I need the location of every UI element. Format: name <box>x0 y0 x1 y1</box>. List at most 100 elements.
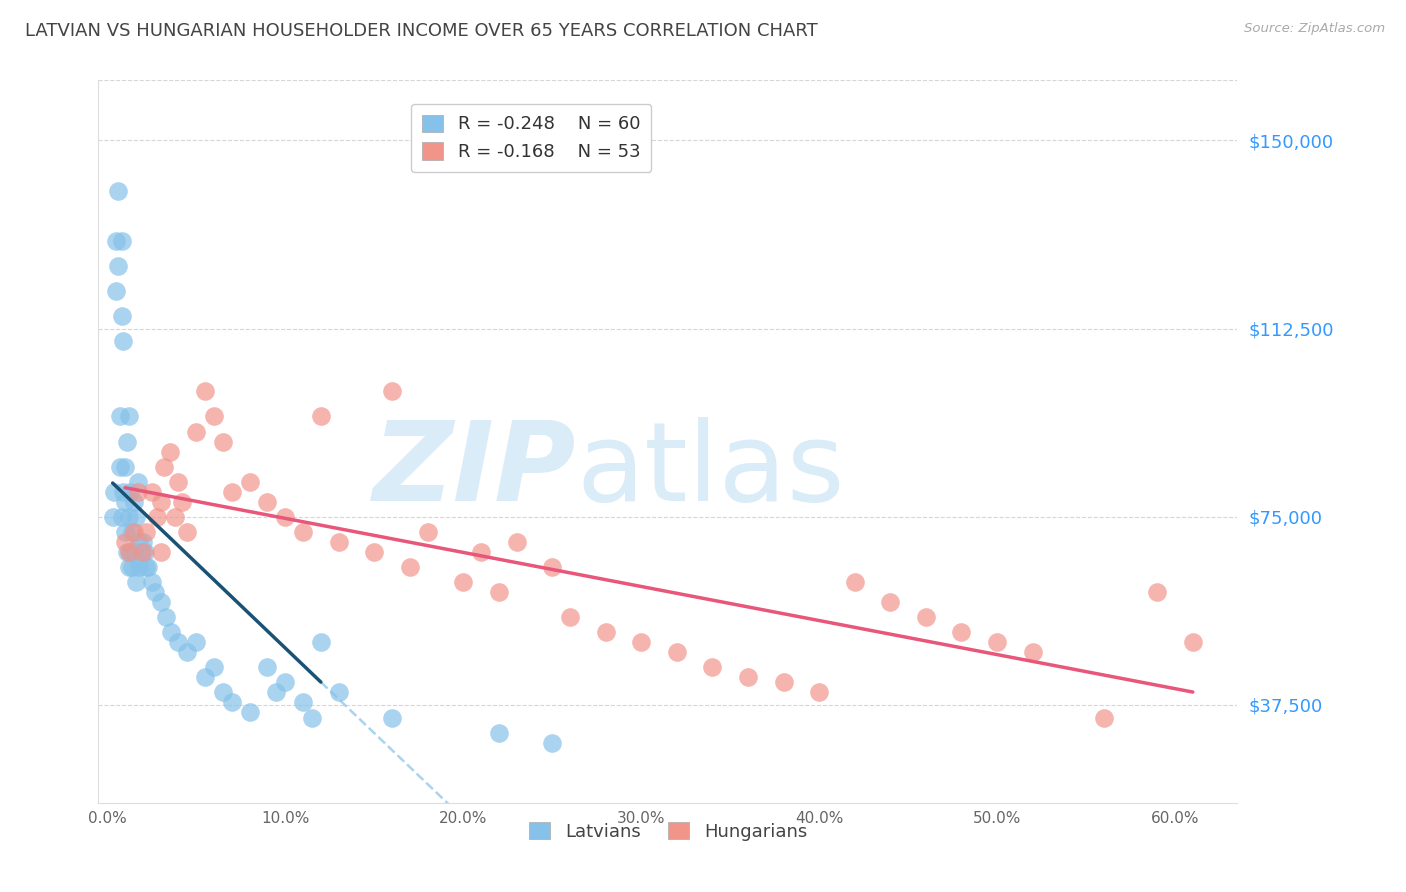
Text: atlas: atlas <box>576 417 845 524</box>
Point <box>274 675 297 690</box>
Point <box>159 444 181 458</box>
Point <box>844 574 866 589</box>
Point <box>239 475 262 489</box>
Point <box>170 494 193 508</box>
Point <box>108 409 131 424</box>
Point <box>451 574 474 589</box>
Point <box>212 434 235 449</box>
Point <box>309 635 332 649</box>
Point <box>112 484 135 499</box>
Point <box>115 434 138 449</box>
Point <box>155 610 177 624</box>
Point <box>107 184 129 198</box>
Point <box>1092 710 1115 724</box>
Point <box>118 545 141 559</box>
Point <box>149 545 172 559</box>
Point <box>110 509 132 524</box>
Point <box>772 675 794 690</box>
Point <box>176 645 198 659</box>
Point <box>256 494 278 508</box>
Point <box>127 484 149 499</box>
Point <box>127 475 149 489</box>
Point <box>488 725 510 739</box>
Point <box>986 635 1008 649</box>
Point <box>274 509 297 524</box>
Point <box>167 475 190 489</box>
Point <box>125 509 148 524</box>
Point <box>505 534 527 549</box>
Point <box>114 494 136 508</box>
Point <box>256 660 278 674</box>
Point <box>194 670 217 684</box>
Point <box>398 560 420 574</box>
Point <box>120 484 142 499</box>
Point <box>153 459 176 474</box>
Point <box>558 610 581 624</box>
Point <box>292 696 315 710</box>
Point <box>1021 645 1043 659</box>
Point <box>167 635 190 649</box>
Legend: Latvians, Hungarians: Latvians, Hungarians <box>522 814 814 848</box>
Point <box>141 574 163 589</box>
Point <box>112 334 135 348</box>
Point <box>107 259 129 273</box>
Point <box>328 685 350 699</box>
Point <box>470 545 492 559</box>
Point <box>105 234 128 248</box>
Point <box>114 534 136 549</box>
Text: Source: ZipAtlas.com: Source: ZipAtlas.com <box>1244 22 1385 36</box>
Point <box>103 484 125 499</box>
Point <box>879 595 901 609</box>
Point <box>702 660 724 674</box>
Point <box>239 706 262 720</box>
Point <box>630 635 652 649</box>
Point <box>114 459 136 474</box>
Point <box>266 685 288 699</box>
Point <box>135 560 157 574</box>
Point <box>132 545 155 559</box>
Point <box>202 409 225 424</box>
Point <box>186 635 208 649</box>
Point <box>108 459 131 474</box>
Text: LATVIAN VS HUNGARIAN HOUSEHOLDER INCOME OVER 65 YEARS CORRELATION CHART: LATVIAN VS HUNGARIAN HOUSEHOLDER INCOME … <box>25 22 818 40</box>
Point <box>186 425 208 439</box>
Point <box>105 284 128 298</box>
Point <box>122 524 145 539</box>
Point <box>915 610 938 624</box>
Point <box>110 309 132 323</box>
Point <box>136 560 159 574</box>
Point <box>134 545 156 559</box>
Point <box>129 545 152 559</box>
Point <box>145 585 167 599</box>
Point <box>221 696 243 710</box>
Point <box>115 545 138 559</box>
Point <box>118 560 141 574</box>
Text: ZIP: ZIP <box>373 417 576 524</box>
Point <box>808 685 831 699</box>
Point <box>176 524 198 539</box>
Point <box>488 585 510 599</box>
Point <box>122 545 145 559</box>
Point <box>1146 585 1168 599</box>
Point <box>416 524 439 539</box>
Point <box>1181 635 1204 649</box>
Point <box>121 560 143 574</box>
Point <box>114 524 136 539</box>
Point <box>292 524 315 539</box>
Point <box>381 710 404 724</box>
Point <box>595 625 617 640</box>
Point <box>146 509 169 524</box>
Point <box>541 560 564 574</box>
Point <box>309 409 332 424</box>
Point <box>221 484 243 499</box>
Point <box>363 545 385 559</box>
Point <box>737 670 759 684</box>
Point <box>135 524 157 539</box>
Point <box>132 534 155 549</box>
Point <box>121 524 143 539</box>
Point <box>149 494 172 508</box>
Point <box>122 494 145 508</box>
Point <box>163 509 186 524</box>
Point <box>110 234 132 248</box>
Point <box>301 710 323 724</box>
